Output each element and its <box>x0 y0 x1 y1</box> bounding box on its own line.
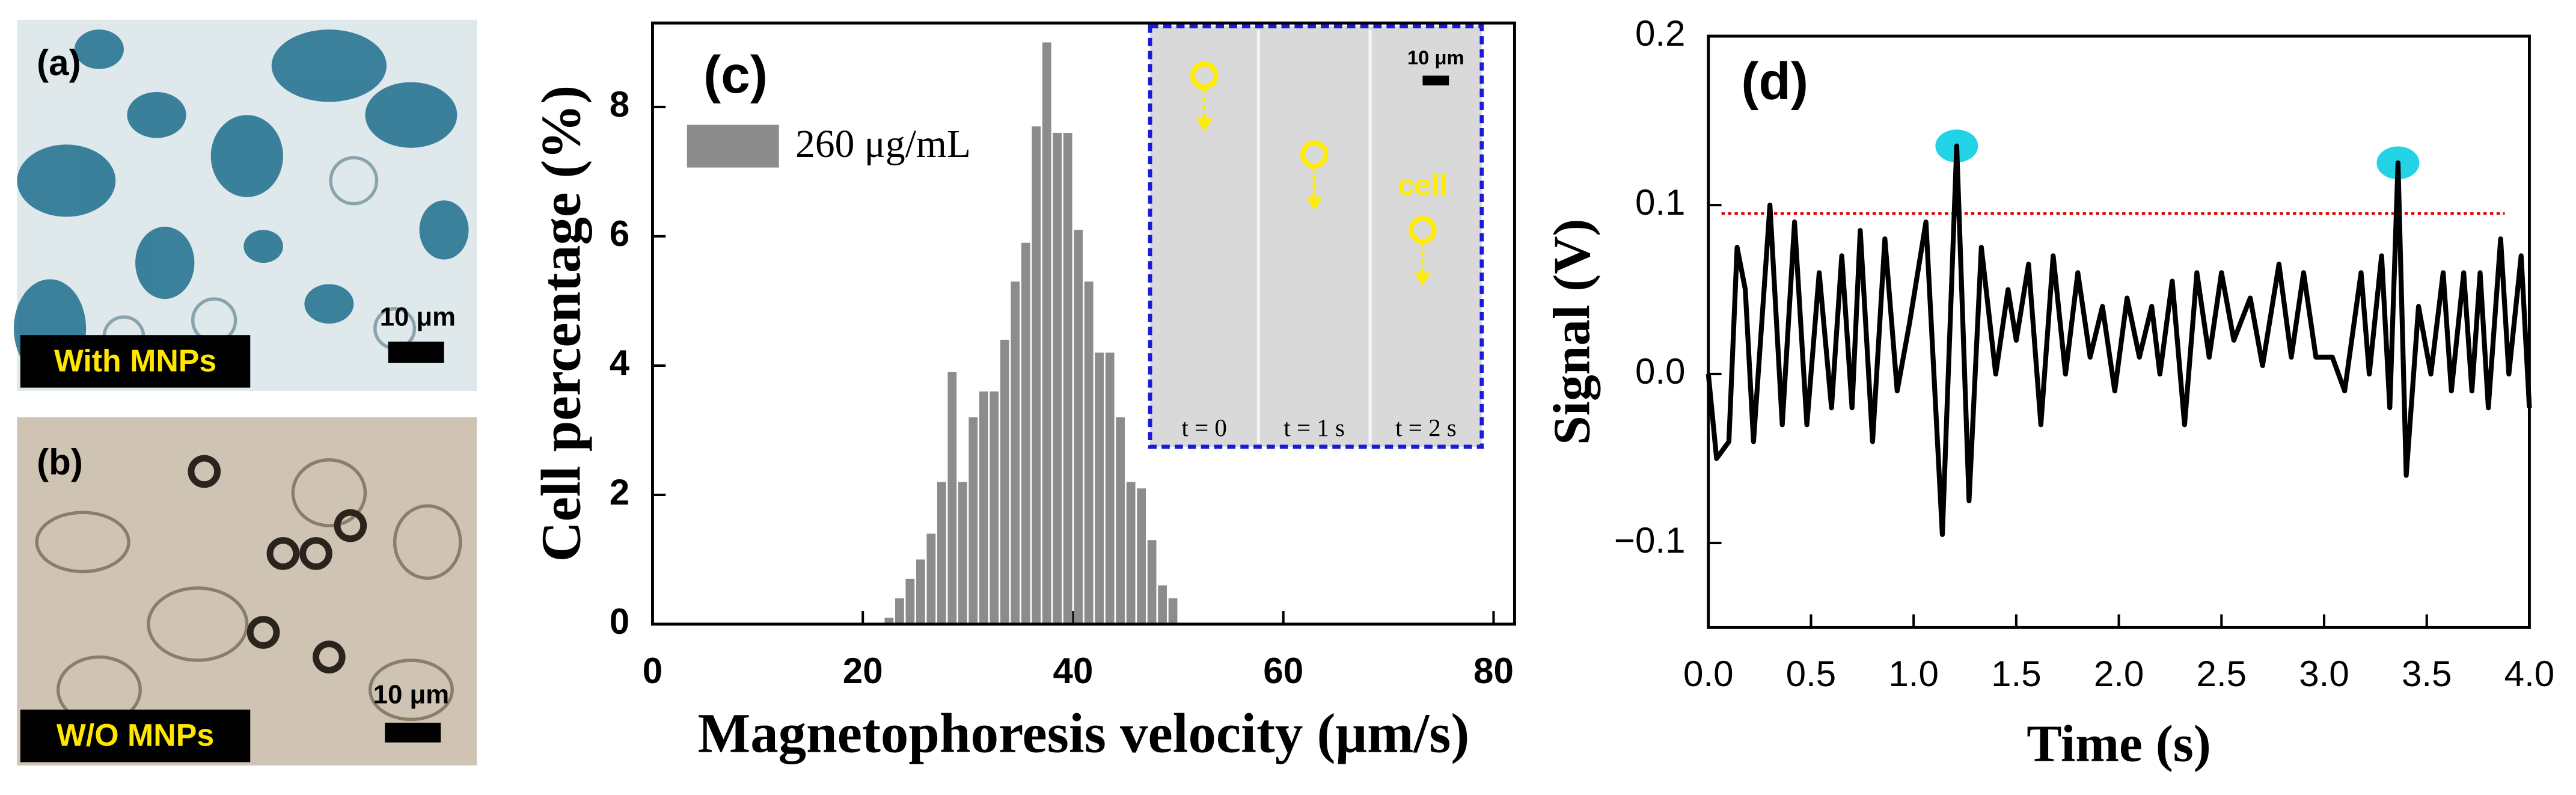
y-tick-label: 0.0 <box>1635 351 1686 391</box>
histogram-bar <box>1105 352 1115 624</box>
y-tick-label: 0 <box>610 601 629 642</box>
round-cells <box>188 455 367 674</box>
histogram-bar <box>1021 242 1030 624</box>
inset-frame-label: t = 0 <box>1181 414 1226 441</box>
inset-cell-label: cell <box>1398 168 1447 201</box>
histogram-bar <box>1084 281 1094 624</box>
histogram-bar <box>1168 598 1178 624</box>
inset-frame-label: t = 1 s <box>1283 414 1345 441</box>
caption-box <box>20 335 251 388</box>
panel-label: (a) <box>37 43 81 83</box>
inset-scale-label: 10 μm <box>1407 46 1464 69</box>
scale-bar-label: 10 μm <box>373 680 449 710</box>
x-tick-label: 3.5 <box>2402 654 2452 694</box>
histogram-bar <box>1147 540 1157 624</box>
inset <box>1148 24 1484 449</box>
caption: W/O MNPs <box>57 717 214 752</box>
histogram-bar <box>947 372 957 624</box>
panel-label: (d) <box>1741 52 1808 111</box>
x-tick-label: 3.0 <box>2299 654 2349 694</box>
histogram-bar <box>916 559 925 624</box>
histogram-bar <box>1137 488 1146 624</box>
x-tick-label: 2.5 <box>2197 654 2247 694</box>
histogram-bar <box>1116 417 1125 624</box>
micrograph-b: (b) W/O MNPs 10 μm <box>17 417 477 766</box>
x-tick-label: 1.0 <box>1888 654 1939 694</box>
signal-line <box>1706 143 2532 537</box>
histogram-bar <box>1042 42 1051 624</box>
y-tick-label: 0.2 <box>1635 13 1686 54</box>
x-tick-label: 80 <box>1473 651 1514 691</box>
x-tick-label: 0.0 <box>1683 654 1734 694</box>
legend-swatch <box>687 124 779 168</box>
y-axis-label: Cell percentage (%) <box>531 85 593 562</box>
histogram-bar <box>1158 585 1167 624</box>
x-axis-label: Time (s) <box>2027 714 2211 773</box>
histogram-bar <box>990 391 999 624</box>
histogram-bar <box>926 533 936 624</box>
inset-frame <box>1148 24 1484 449</box>
x-tick-label: 1.5 <box>1991 654 2042 694</box>
histogram-bar <box>895 598 904 624</box>
histogram-bar <box>968 417 978 624</box>
y-tick-label: 8 <box>610 84 629 124</box>
histogram-bar <box>1063 132 1072 624</box>
histogram-bar <box>1095 352 1104 624</box>
histogram-bar <box>1032 126 1041 624</box>
plot-frame <box>1707 34 2531 629</box>
legend-label: 260 μg/mL <box>795 123 971 166</box>
scale-bar-label: 10 μm <box>380 302 456 331</box>
y-tick-label: −0.1 <box>1614 520 1686 560</box>
y-tick-label: 0.1 <box>1635 182 1686 223</box>
histogram-bar <box>1053 132 1062 624</box>
image-background <box>17 417 477 766</box>
y-tick-label: 6 <box>610 213 629 254</box>
y-axis-label: Signal (V) <box>1542 219 1600 445</box>
scale-bar <box>1422 75 1449 86</box>
histogram-bar <box>905 579 915 624</box>
y-tick-label: 4 <box>610 343 630 383</box>
y-tick-label: 2 <box>610 472 629 512</box>
caption-box <box>20 709 251 763</box>
panel-label: (b) <box>37 442 83 482</box>
histogram-bar <box>937 482 946 624</box>
plot-frame <box>650 21 1516 626</box>
histogram-bar <box>1011 281 1020 624</box>
x-tick-label: 40 <box>1053 651 1094 691</box>
histogram-bar <box>884 618 894 624</box>
x-tick-label: 60 <box>1263 651 1303 691</box>
x-tick-label: 20 <box>843 651 883 691</box>
histogram-bar <box>1074 230 1083 624</box>
x-tick-label: 0.5 <box>1786 654 1837 694</box>
tracked-cells <box>1190 61 1437 244</box>
stained-cells <box>13 29 469 378</box>
histogram-bar <box>979 391 988 624</box>
histogram-bar <box>1000 339 1009 624</box>
panel-label: (c) <box>703 45 768 104</box>
histogram-bar <box>1126 482 1136 624</box>
histogram-bar <box>958 482 967 624</box>
x-axis-label: Magnetophoresis velocity (μm/s) <box>698 702 1470 764</box>
caption: With MNPs <box>54 343 216 378</box>
scale-bar <box>388 342 444 363</box>
x-tick-label: 2.0 <box>2094 654 2144 694</box>
x-tick-label: 4.0 <box>2504 654 2555 694</box>
x-tick-label: 0 <box>643 651 662 691</box>
motion-arrows <box>1196 88 1431 286</box>
micrograph-a: (a) With MNPs 10 μm <box>13 19 477 391</box>
scale-bar <box>385 722 441 743</box>
inset-frame-label: t = 2 s <box>1395 414 1457 441</box>
